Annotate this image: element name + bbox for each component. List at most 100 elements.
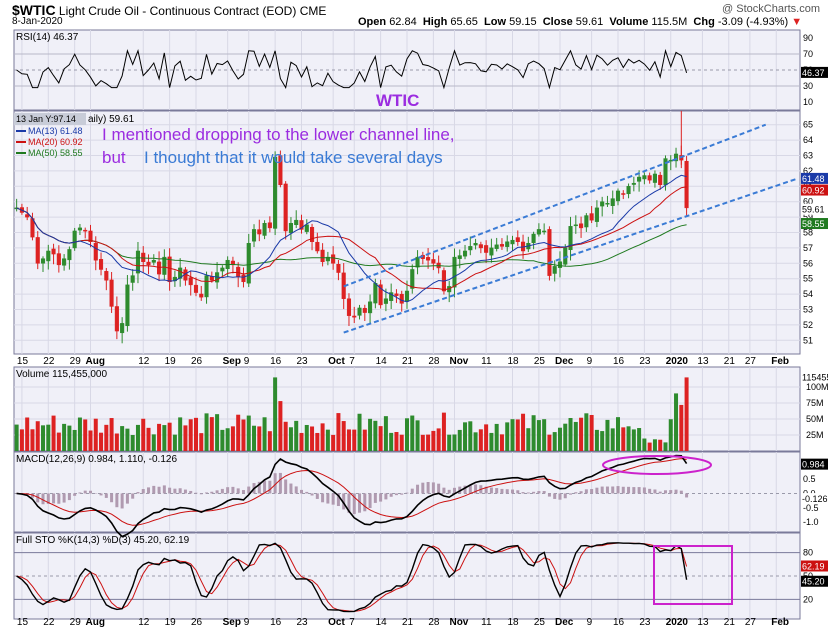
volume-bar: [67, 425, 72, 451]
macd-hist-bar: [131, 493, 135, 499]
macd-hist-bar: [526, 492, 530, 494]
macd-hist-bar: [110, 493, 114, 503]
macd-hist-bar: [484, 486, 488, 494]
candle-body: [141, 252, 146, 263]
macd-hist-bar: [389, 493, 393, 497]
macd-hist-bar: [52, 493, 56, 504]
sto-highlight-box: [653, 545, 733, 605]
volume-bar: [151, 434, 156, 451]
macd-hist-bar: [489, 487, 493, 494]
candle-body: [199, 293, 204, 298]
macd-hist-bar: [189, 490, 193, 494]
macd-hist-bar: [125, 493, 129, 504]
volume-bar: [193, 417, 198, 451]
volume-bar: [320, 423, 325, 451]
macd-hist-bar: [157, 486, 161, 494]
rsi-tick-label: 10: [803, 97, 813, 107]
volume-bar: [405, 418, 409, 451]
macd-hist-bar: [347, 493, 351, 513]
candle-body: [309, 226, 315, 242]
volume-bar: [178, 417, 183, 451]
candle-body: [579, 223, 584, 229]
candle-body: [668, 159, 673, 162]
macd-hist-bar: [363, 493, 367, 512]
candle-body: [515, 237, 520, 242]
macd-hist-bar: [41, 493, 45, 505]
ma13-line: [16, 174, 687, 303]
macd-hist-bar: [231, 486, 235, 494]
x-axis-label: 9: [587, 356, 593, 367]
volume-bar: [368, 418, 373, 451]
macd-hist-bar: [278, 472, 282, 494]
x-axis-label: 22: [43, 356, 55, 367]
volume-bar: [431, 430, 436, 451]
volume-bar: [109, 418, 114, 451]
macd-hist-bar: [410, 488, 414, 494]
ma20-legend: MA(20) 60.92: [28, 137, 83, 147]
macd-hist-bar: [468, 484, 472, 494]
candle-body: [584, 215, 589, 228]
x-axis-label-bottom: 12: [138, 617, 150, 627]
macd-hist-bar: [558, 493, 562, 500]
volume-bar: [610, 428, 615, 451]
volume-bar: [478, 429, 483, 451]
volume-bar: [209, 417, 214, 451]
macd-hist-bar: [46, 493, 50, 504]
x-axis-label-bottom: Sep: [223, 617, 241, 627]
candle-body: [684, 160, 689, 209]
candle-body: [399, 293, 404, 304]
volume-bar: [378, 426, 383, 451]
rsi-line: [16, 48, 688, 90]
candle-body: [56, 253, 61, 266]
candle-body: [536, 229, 541, 235]
volume-bar: [167, 422, 172, 451]
volume-bar: [542, 419, 547, 451]
macd-hist-bar: [310, 493, 314, 496]
tag-close-box: [801, 203, 828, 215]
x-axis-label-bottom: 13: [697, 617, 709, 627]
tag-rsi: 46.37: [802, 68, 825, 78]
macd-hist-bar: [57, 493, 61, 504]
sto-tick-label: 20: [803, 594, 813, 604]
candle-body: [299, 220, 304, 230]
vol-tick-label: 100M: [806, 382, 828, 392]
tag-ma20-box: [801, 184, 828, 196]
candle-body: [383, 298, 388, 304]
volume-bar: [315, 432, 320, 451]
volume-bar: [283, 421, 288, 451]
x-axis-label: 18: [508, 356, 520, 367]
volume-bar: [72, 429, 77, 451]
rsi-tick-label: 90: [803, 33, 813, 43]
macd-hist-bar: [611, 486, 615, 494]
volume-bar: [325, 429, 330, 451]
macd-hist-bar: [284, 479, 288, 494]
volume-bar: [267, 431, 272, 451]
chart-header: $WTIC Light Crude Oil - Continuous Contr…: [0, 0, 828, 30]
macd-label: MACD(12,26,9) 0.984, 1.110, -0.126: [16, 454, 177, 465]
macd-hist-bar: [674, 489, 678, 494]
candle-body: [457, 255, 462, 259]
tooltip-box: [14, 113, 86, 125]
macd-hist-bar: [505, 489, 509, 494]
tag-macd-hist: -0.126: [802, 494, 828, 504]
x-axis-label-bottom: 16: [613, 617, 625, 627]
macd-hist-bar: [141, 488, 145, 494]
macd-tick-label: 0.5: [803, 474, 816, 484]
volume-bar: [568, 418, 573, 451]
volume-bar: [484, 424, 489, 451]
volume-bar: [605, 419, 610, 451]
candle-body: [267, 222, 272, 229]
volume-bar: [573, 421, 578, 451]
macd-hist-bar: [162, 485, 166, 494]
tag-macd-hist-box: [801, 493, 828, 505]
volume-bar: [579, 417, 584, 451]
candle-body: [40, 258, 46, 264]
ma13-legend: MA(13) 61.48: [28, 126, 83, 136]
macd-hist-bar: [183, 489, 187, 494]
volume-bar: [515, 419, 520, 451]
macd-hist-bar: [104, 493, 108, 498]
volume-bar: [304, 424, 309, 451]
macd-hist-bar: [268, 480, 272, 494]
volume-bar: [99, 432, 104, 451]
